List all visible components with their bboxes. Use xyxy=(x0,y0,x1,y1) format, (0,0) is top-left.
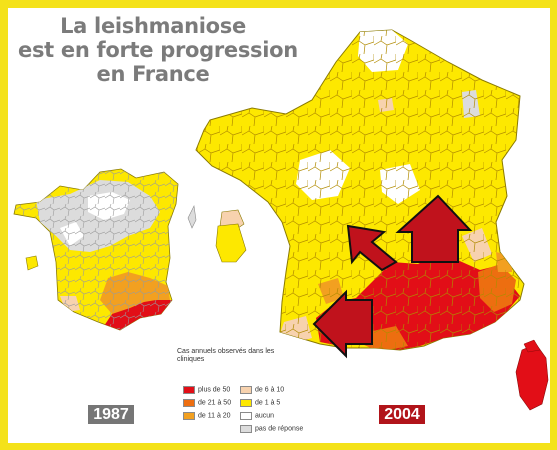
legend-swatch xyxy=(240,411,252,420)
legend-label: pas de réponse xyxy=(255,425,304,433)
map-1987-channel-island xyxy=(25,255,39,271)
frame-left-bar xyxy=(0,0,8,450)
legend-item-1-5: de 1 à 5 xyxy=(240,394,281,407)
legend-item-plus-de-50: plus de 50 xyxy=(183,381,231,394)
year-badge-2004: 2004 xyxy=(379,405,425,424)
map-2004-corsica xyxy=(515,343,549,411)
map-2004-corsica-cap xyxy=(523,339,541,353)
progression-arrows xyxy=(312,194,473,359)
legend-title: Cas annuels observés dans les cliniques xyxy=(177,348,275,363)
legend-label: de 11 à 20 xyxy=(198,412,231,420)
legend-item-pas-de-reponse: pas de réponse xyxy=(240,420,304,433)
map-2004-yellow-island xyxy=(215,223,247,263)
arrow-north-east xyxy=(395,194,473,263)
legend-label: plus de 50 xyxy=(198,386,231,394)
legend-item-aucun: aucun xyxy=(240,407,275,420)
frame-top-bar xyxy=(0,0,557,8)
legend-item-21-50: de 21 à 50 xyxy=(183,394,232,407)
title-line-2: est en forte progression xyxy=(18,38,298,62)
legend-swatch xyxy=(240,385,252,394)
legend-swatch xyxy=(183,385,195,394)
title-line-3: en France xyxy=(96,62,210,86)
title-line-1: La leishmaniose xyxy=(60,14,246,38)
legend-swatch xyxy=(240,398,252,407)
arrow-north-west xyxy=(346,224,398,272)
legend-label: de 6 à 10 xyxy=(255,386,285,394)
frame-right-bar xyxy=(550,0,557,450)
page-title: La leishmaniose est en forte progression… xyxy=(18,14,298,86)
legend-item-11-20: de 11 à 20 xyxy=(183,407,231,420)
map-1987-corsica xyxy=(187,205,197,229)
arrow-west xyxy=(312,289,373,359)
legend-swatch xyxy=(240,424,252,433)
legend-swatch xyxy=(183,411,195,420)
legend-swatch xyxy=(183,398,195,407)
legend-label: de 21 à 50 xyxy=(198,399,232,407)
year-badge-1987: 1987 xyxy=(88,405,134,424)
frame-bottom-bar xyxy=(0,443,557,450)
map-1987 xyxy=(13,168,197,331)
legend-label: aucun xyxy=(255,412,275,420)
legend-item-6-10: de 6 à 10 xyxy=(240,381,285,394)
legend-label: de 1 à 5 xyxy=(255,399,281,407)
